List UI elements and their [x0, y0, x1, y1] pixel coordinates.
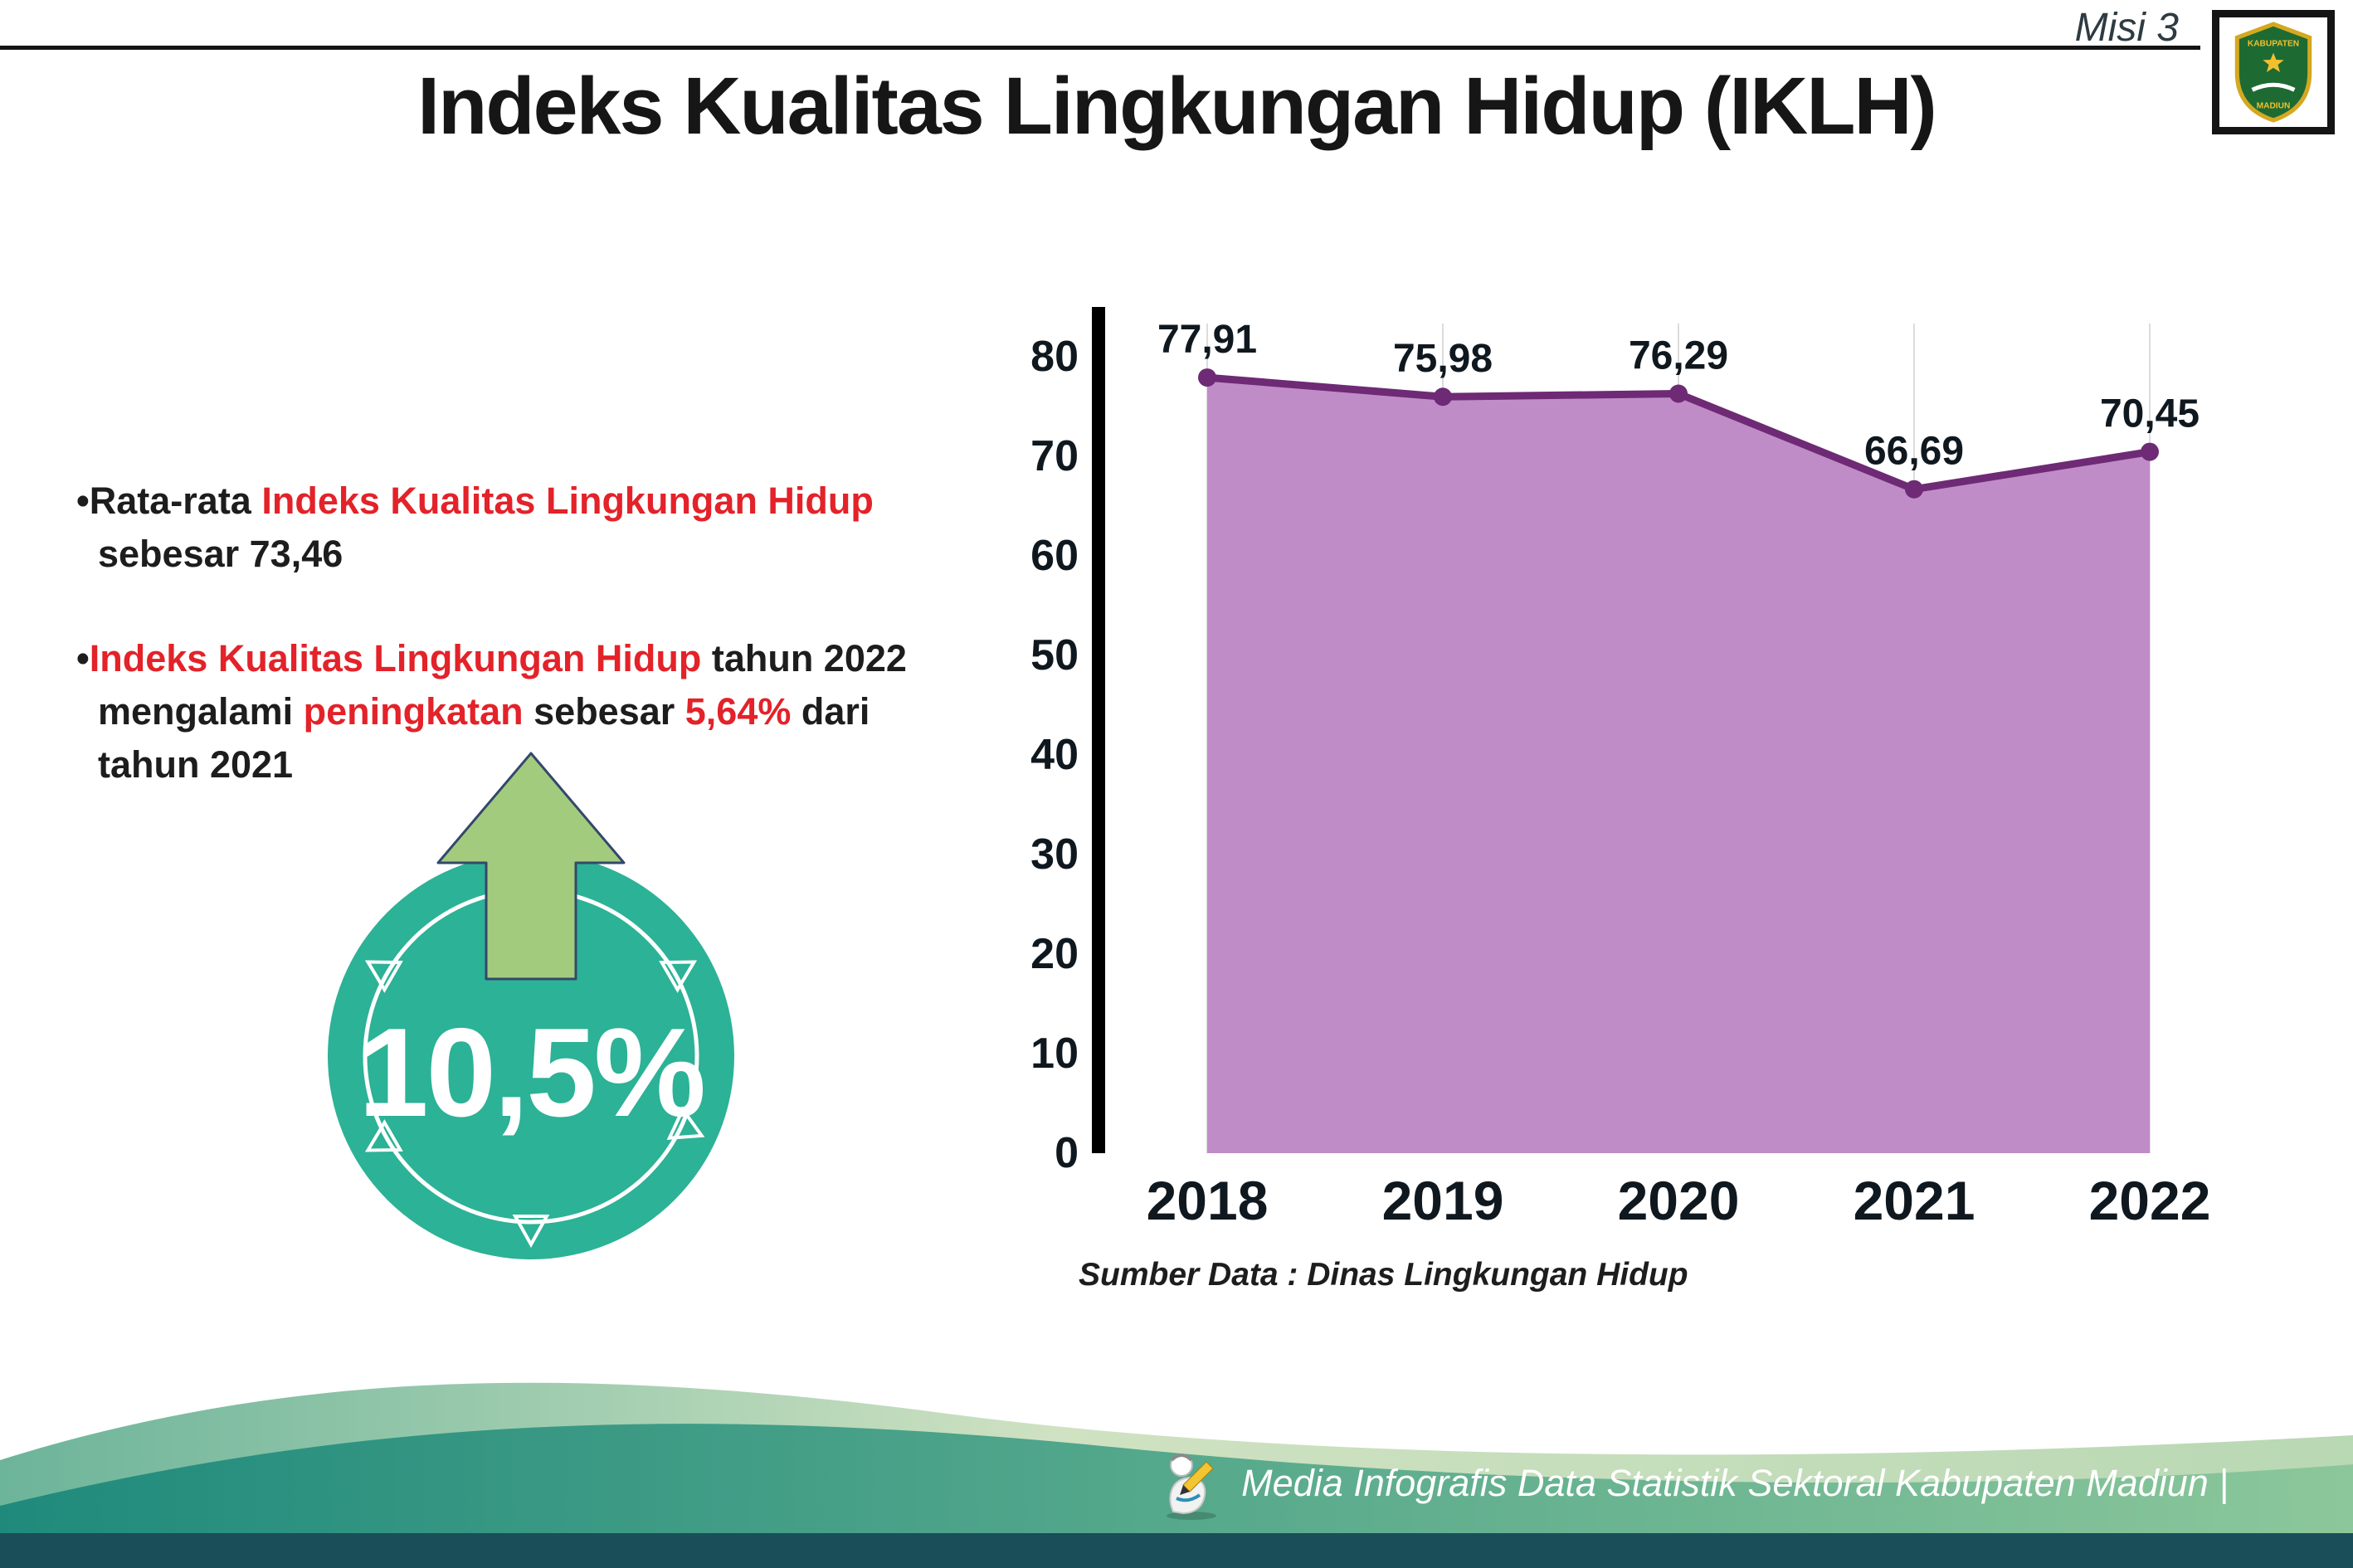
- bullet-text-highlight: Indeks Kualitas Lingkungan Hidup: [261, 480, 874, 522]
- ring-triangle-icons: [364, 960, 705, 1249]
- chart-source: Sumber Data : Dinas Lingkungan Hidup: [1079, 1257, 1688, 1293]
- badge-graphic: [328, 752, 734, 1259]
- summary-bullets: •Rata-rata Indeks Kualitas Lingkungan Hi…: [76, 475, 981, 842]
- bullet-text: sebesar 73,46: [98, 532, 343, 575]
- kabupaten-madiun-logo: KABUPATEN MADIUN: [2212, 10, 2335, 134]
- y-tick-label: 50: [1030, 631, 1079, 679]
- increase-badge: 10,5%: [299, 737, 763, 1276]
- crest-star-icon: [2263, 52, 2284, 72]
- footer: Media Infografis Data Statistik Sektoral…: [0, 1336, 2353, 1568]
- x-tick-label: 2021: [1854, 1170, 1975, 1231]
- x-tick-label: 2019: [1382, 1170, 1504, 1231]
- data-point: [1905, 480, 1923, 499]
- bullet-text: Rata-rata: [89, 480, 262, 522]
- header-rule: [0, 46, 2200, 50]
- bullet-text: tahun 2022 mengalami: [98, 636, 907, 733]
- chart-canvas: 0 10 20 30 40 50 60 70 80 77,91 75,98 76,29 66,69 70,…: [1030, 307, 2211, 1231]
- bullet-marker: •: [76, 480, 90, 522]
- footer-dark-band: [0, 1533, 2353, 1568]
- bullet-text-highlight: peningkatan: [303, 689, 524, 733]
- y-tick-label: 30: [1030, 830, 1079, 879]
- area-fill: [1207, 377, 2150, 1153]
- data-point: [1198, 368, 1216, 387]
- iklh-area-chart: 0 10 20 30 40 50 60 70 80 77,91 75,98 76,29 66,69 70,…: [1021, 274, 2240, 1327]
- x-tick-label: 2022: [2089, 1170, 2211, 1231]
- y-axis: [1092, 307, 1105, 1153]
- value-label: 76,29: [1629, 334, 1728, 378]
- y-tick-label: 70: [1030, 432, 1079, 480]
- data-point: [1669, 384, 1688, 403]
- bullet-item: •Rata-rata Indeks Kualitas Lingkungan Hi…: [76, 475, 981, 581]
- data-point: [1434, 387, 1452, 407]
- bullet-item: •Indeks Kualitas Lingkungan Hidup tahun …: [76, 632, 981, 791]
- x-tick-label: 2018: [1147, 1170, 1269, 1231]
- y-tick-label: 20: [1030, 930, 1079, 978]
- value-label: 66,69: [1864, 430, 1964, 474]
- y-tick-label: 60: [1030, 532, 1079, 580]
- bullet-text: dari tahun 2021: [98, 689, 870, 786]
- value-label: 77,91: [1157, 318, 1257, 362]
- crest-shield: [2234, 22, 2312, 123]
- mascot-icon: [1167, 1454, 1217, 1520]
- y-tick-label: 80: [1030, 333, 1079, 381]
- bullet-text: sebesar: [523, 689, 685, 733]
- crest-icon: KABUPATEN MADIUN: [2234, 22, 2312, 123]
- increase-percentage: 10,5%: [358, 1002, 706, 1143]
- y-tick-label: 10: [1030, 1030, 1079, 1078]
- bullet-marker: •: [76, 636, 90, 679]
- crest-top-text: KABUPATEN: [2248, 39, 2299, 48]
- bullet-text-highlight: Indeks Kualitas Lingkungan Hidup: [89, 636, 702, 679]
- page-title: Indeks Kualitas Lingkungan Hidup (IKLH): [417, 61, 1937, 151]
- bullet-text-highlight: 5,64%: [684, 689, 792, 733]
- y-tick-label: 40: [1030, 731, 1079, 779]
- misi-label: Misi 3: [2074, 6, 2179, 50]
- up-arrow-icon: [436, 752, 626, 981]
- value-label: 75,98: [1393, 337, 1493, 381]
- x-tick-label: 2020: [1618, 1170, 1740, 1231]
- footer-credit-row: Media Infografis Data Statistik Sektoral…: [1158, 1447, 2229, 1520]
- y-tick-label: 0: [1055, 1129, 1079, 1177]
- crest-bottom-text: MADIUN: [2257, 102, 2291, 111]
- data-point: [2141, 442, 2159, 461]
- footer-credit: Media Infografis Data Statistik Sektoral…: [1241, 1462, 2229, 1504]
- badge-circle: [328, 853, 734, 1259]
- value-label: 70,45: [2100, 392, 2200, 436]
- crest-band: [2251, 82, 2296, 92]
